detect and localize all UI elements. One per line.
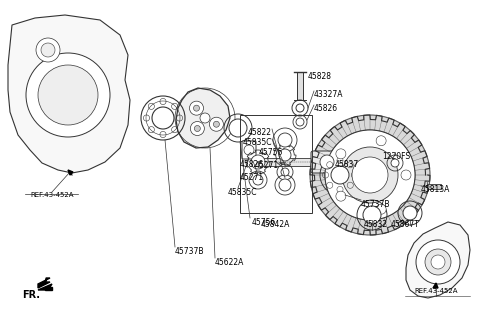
Text: 45837: 45837 (335, 160, 359, 169)
Circle shape (416, 240, 460, 284)
Text: 45828: 45828 (308, 72, 332, 81)
Circle shape (191, 121, 204, 135)
Circle shape (281, 168, 289, 176)
Circle shape (401, 170, 411, 180)
Text: FR.: FR. (22, 290, 40, 300)
Circle shape (336, 191, 346, 201)
Circle shape (425, 249, 451, 275)
FancyBboxPatch shape (311, 151, 343, 173)
Bar (427, 184, 441, 189)
Circle shape (41, 43, 55, 57)
Circle shape (320, 155, 334, 169)
Circle shape (279, 149, 291, 161)
Circle shape (296, 104, 304, 112)
Bar (258, 158, 313, 166)
Text: 45835C: 45835C (242, 138, 272, 147)
Polygon shape (176, 88, 230, 148)
Circle shape (244, 145, 254, 155)
Circle shape (325, 130, 415, 220)
Circle shape (214, 121, 219, 127)
Circle shape (38, 65, 98, 125)
Text: 45756: 45756 (252, 218, 276, 227)
Circle shape (152, 107, 174, 129)
Circle shape (251, 155, 265, 169)
Circle shape (26, 53, 110, 137)
Polygon shape (8, 15, 130, 173)
Circle shape (403, 206, 417, 220)
Text: REF.43-452A: REF.43-452A (414, 288, 458, 294)
Text: 45842A: 45842A (260, 220, 290, 229)
Text: 45271: 45271 (255, 161, 279, 170)
Circle shape (229, 119, 247, 137)
Circle shape (296, 118, 304, 126)
Polygon shape (406, 222, 470, 298)
Text: 45737B: 45737B (175, 247, 204, 256)
Text: 45822: 45822 (248, 128, 272, 137)
FancyBboxPatch shape (242, 141, 256, 159)
Circle shape (279, 179, 291, 191)
Circle shape (376, 136, 386, 146)
Circle shape (209, 117, 223, 131)
Circle shape (376, 204, 386, 214)
Circle shape (336, 149, 346, 159)
Circle shape (36, 38, 60, 62)
Polygon shape (38, 278, 50, 288)
Circle shape (253, 175, 263, 185)
Polygon shape (45, 287, 52, 290)
Text: 45813A: 45813A (421, 185, 450, 194)
Circle shape (363, 206, 381, 224)
Circle shape (200, 113, 210, 123)
Polygon shape (38, 284, 52, 290)
Circle shape (352, 157, 388, 193)
Text: 45622A: 45622A (215, 258, 244, 267)
Circle shape (342, 147, 398, 203)
Bar (297, 72, 303, 100)
Text: REF.43-452A: REF.43-452A (30, 192, 74, 198)
Text: 45867T: 45867T (391, 220, 420, 229)
Polygon shape (433, 283, 438, 288)
Text: 45271: 45271 (240, 173, 264, 182)
Text: 45835C: 45835C (228, 188, 257, 197)
Text: 1220FS: 1220FS (382, 152, 410, 161)
Wedge shape (310, 115, 430, 235)
Circle shape (193, 105, 200, 111)
Circle shape (194, 126, 200, 132)
Circle shape (431, 255, 445, 269)
Text: 43327A: 43327A (314, 90, 344, 99)
Bar (240, 115, 312, 213)
Polygon shape (68, 170, 73, 175)
Text: 45832: 45832 (364, 220, 388, 229)
Text: 45826: 45826 (314, 104, 338, 113)
Text: 45737B: 45737B (361, 200, 391, 209)
Circle shape (190, 101, 204, 115)
Circle shape (278, 133, 292, 147)
Text: 45756: 45756 (259, 148, 283, 157)
Circle shape (331, 166, 349, 184)
Text: 45826: 45826 (240, 160, 264, 169)
Circle shape (391, 159, 399, 167)
